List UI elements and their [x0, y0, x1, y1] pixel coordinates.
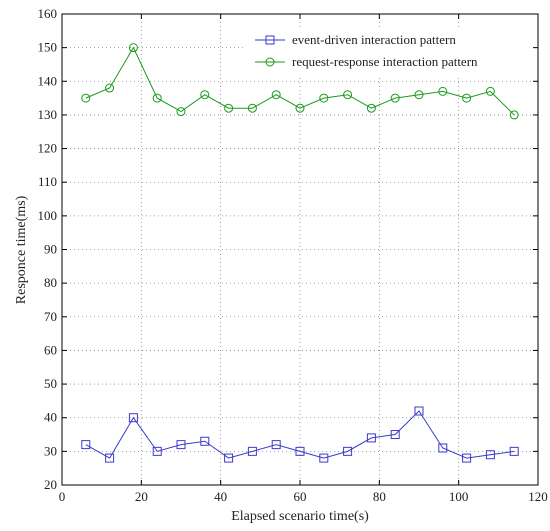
legend-marker-event-driven	[265, 35, 275, 45]
series-line	[85, 46, 515, 116]
y-axis-title: Responce time(ms)	[14, 195, 29, 304]
data-point	[152, 446, 162, 456]
data-point	[485, 450, 495, 460]
data-point	[462, 453, 472, 463]
data-point	[438, 443, 448, 453]
x-tick-label: 100	[449, 489, 469, 504]
data-point	[152, 93, 162, 103]
legend-marker-request-response	[265, 57, 275, 67]
data-point	[128, 413, 138, 423]
data-point	[390, 93, 400, 103]
data-point	[247, 103, 257, 113]
data-point	[462, 93, 472, 103]
y-tick-label: 90	[44, 242, 57, 257]
y-tick-label: 50	[44, 376, 57, 391]
data-point	[200, 436, 210, 446]
data-point	[343, 446, 353, 456]
data-point	[224, 103, 234, 113]
data-point	[271, 90, 281, 100]
data-point	[319, 93, 329, 103]
y-tick-label: 20	[44, 477, 57, 492]
series-2	[81, 43, 519, 120]
x-tick-label: 0	[59, 489, 66, 504]
data-point	[509, 110, 519, 120]
data-point	[295, 103, 305, 113]
y-tick-label: 130	[38, 107, 58, 122]
y-tick-label: 30	[44, 443, 57, 458]
y-tick-label: 110	[38, 174, 57, 189]
data-point	[414, 90, 424, 100]
y-tick-label: 80	[44, 275, 57, 290]
legend-label-event-driven: event-driven interaction pattern	[292, 32, 456, 47]
x-axis-title: Elapsed scenario time(s)	[231, 509, 369, 524]
data-point	[81, 440, 91, 450]
data-point	[319, 453, 329, 463]
data-point	[105, 453, 115, 463]
data-point	[485, 86, 495, 96]
data-point	[224, 453, 234, 463]
y-tick-label: 150	[38, 40, 58, 55]
y-tick-label: 160	[38, 6, 58, 21]
data-point	[81, 93, 91, 103]
legend-entry-request-response: request-response interaction pattern	[255, 54, 478, 69]
x-tick-label: 20	[135, 489, 148, 504]
y-axis: 20 30 40 50 60 70 80 90 100 110 120 130 140 150 160	[38, 6, 538, 492]
data-point	[176, 107, 186, 117]
y-tick-label: 40	[44, 410, 57, 425]
data-point	[390, 430, 400, 440]
data-point	[176, 440, 186, 450]
data-point	[366, 433, 376, 443]
x-tick-label: 60	[294, 489, 307, 504]
y-tick-label: 140	[38, 73, 58, 88]
data-point	[295, 446, 305, 456]
grid-lines	[62, 14, 538, 485]
series-layer	[81, 43, 519, 463]
x-axis: 0 20 40 60 80 100 120	[59, 14, 548, 504]
y-tick-label: 100	[38, 208, 58, 223]
x-tick-label: 40	[214, 489, 227, 504]
x-tick-label: 120	[528, 489, 548, 504]
data-point	[105, 83, 115, 93]
legend: event-driven interaction pattern request…	[245, 27, 531, 77]
legend-box	[245, 27, 531, 77]
data-point	[271, 440, 281, 450]
data-point	[414, 406, 424, 416]
data-point	[247, 446, 257, 456]
legend-label-request-response: request-response interaction pattern	[292, 54, 478, 69]
x-tick-label: 80	[373, 489, 386, 504]
data-point	[128, 43, 138, 53]
data-point	[343, 90, 353, 100]
data-point	[509, 446, 519, 456]
y-tick-label: 120	[38, 141, 58, 156]
series-1	[81, 406, 519, 463]
legend-entry-event-driven: event-driven interaction pattern	[255, 32, 456, 47]
y-tick-label: 60	[44, 342, 57, 357]
data-point	[200, 90, 210, 100]
data-point	[438, 86, 448, 96]
data-point	[366, 103, 376, 113]
y-tick-label: 70	[44, 309, 57, 324]
series-line	[85, 410, 515, 459]
